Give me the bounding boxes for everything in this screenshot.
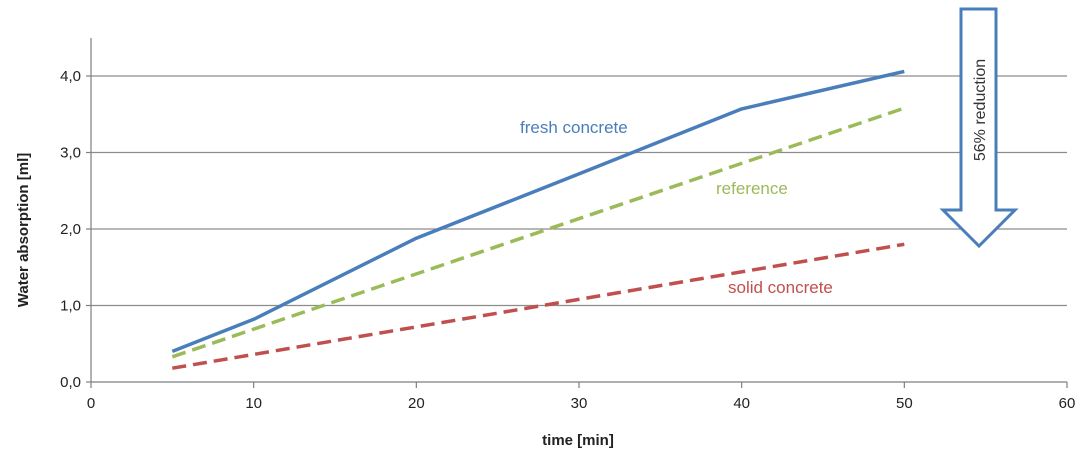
x-tick-label-0: 0 <box>87 395 95 412</box>
y-tick-label-0: 0,0 <box>60 374 81 391</box>
series-label-solid-concrete: solid concrete <box>728 278 833 297</box>
label-layer: fresh concrete reference solid concrete <box>520 118 833 297</box>
y-tick-label-2: 2,0 <box>60 221 81 238</box>
reduction-arrow <box>939 7 1019 249</box>
series-label-reference: reference <box>716 179 788 198</box>
x-tick-label-1: 10 <box>245 395 262 412</box>
x-tick-label-6: 60 <box>1059 395 1076 412</box>
series-line-solid-concrete <box>172 242 905 370</box>
series-line-reference <box>171 106 905 359</box>
y-tick-label-3: 3,0 <box>60 145 81 162</box>
annotation-layer: 56% reduction <box>939 7 1019 249</box>
grid-layer <box>91 75 1067 307</box>
series-layer <box>171 69 905 370</box>
y-tick-label-1: 1,0 <box>60 298 81 315</box>
reduction-label: 56% reduction <box>972 59 989 161</box>
x-tick-label-4: 40 <box>733 395 750 412</box>
axis-layer: 0,0 1,0 2,0 3,0 4,0 0 10 20 30 40 50 60 time [min] Wa… <box>15 38 1075 449</box>
x-axis-title: time [min] <box>542 432 614 449</box>
series-line-fresh-concrete <box>171 69 905 354</box>
x-tick-label-2: 20 <box>408 395 425 412</box>
y-tick-label-4: 4,0 <box>60 68 81 85</box>
x-tick-label-3: 30 <box>571 395 588 412</box>
y-axis-title: Water absorption [ml] <box>15 153 32 307</box>
series-label-fresh-concrete: fresh concrete <box>520 118 628 137</box>
x-tick-label-5: 50 <box>896 395 913 412</box>
